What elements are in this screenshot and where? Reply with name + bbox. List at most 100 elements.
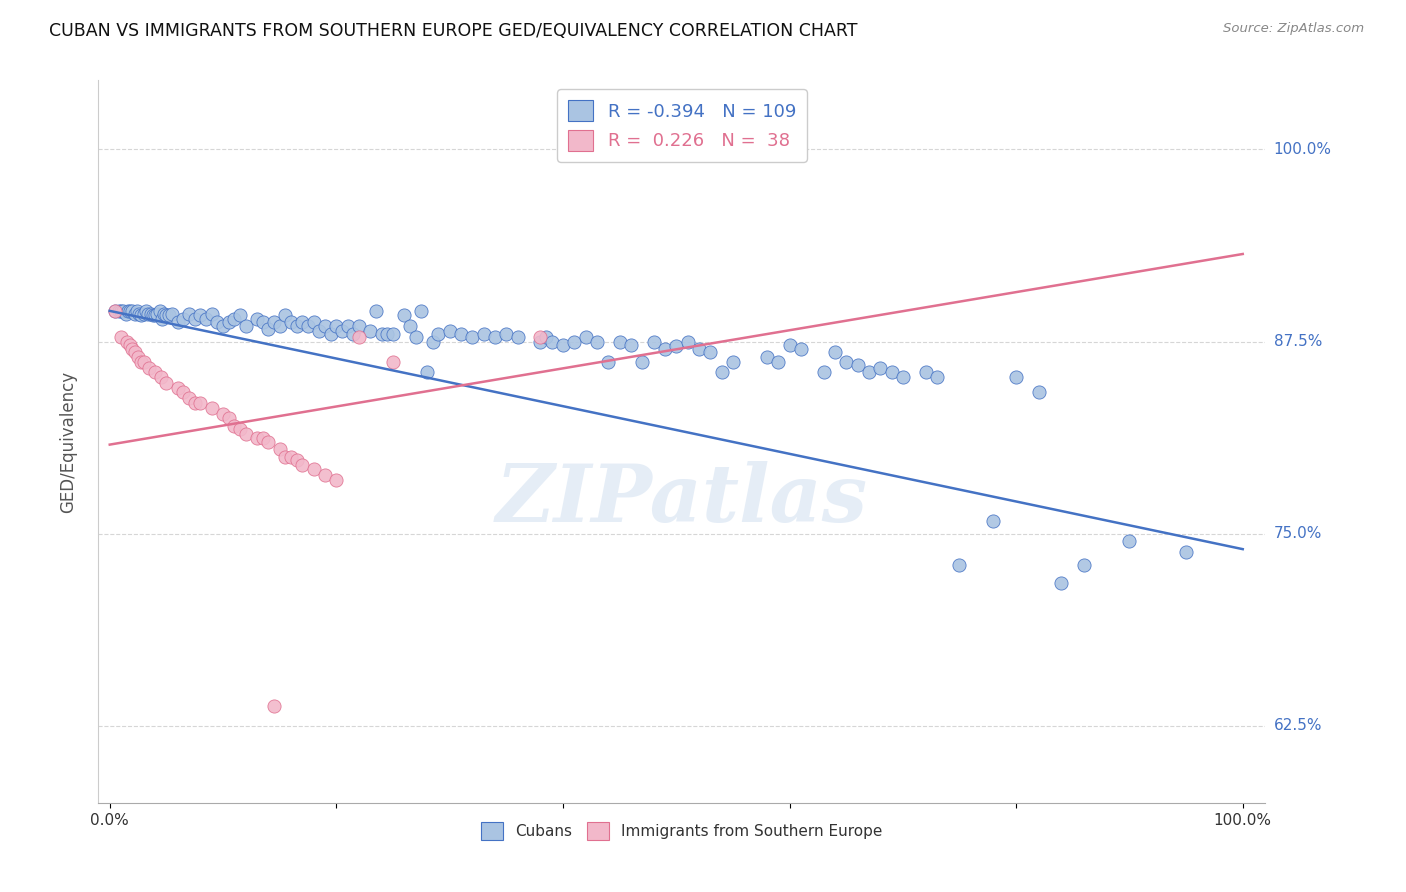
Point bbox=[948, 558, 970, 572]
Point bbox=[643, 334, 665, 349]
Point bbox=[150, 311, 173, 326]
Point bbox=[280, 450, 302, 464]
Y-axis label: GED/Equivalency: GED/Equivalency bbox=[59, 370, 77, 513]
Point bbox=[529, 334, 551, 349]
Point bbox=[177, 307, 200, 321]
Point bbox=[721, 354, 744, 368]
Point bbox=[257, 434, 280, 449]
Point bbox=[104, 304, 127, 318]
Point bbox=[1073, 558, 1095, 572]
Point bbox=[143, 309, 166, 323]
Point bbox=[699, 345, 721, 359]
Point bbox=[472, 326, 495, 341]
Point bbox=[285, 319, 308, 334]
Point bbox=[779, 337, 801, 351]
Point bbox=[212, 407, 235, 421]
Point bbox=[131, 354, 153, 368]
Point bbox=[1005, 370, 1028, 384]
Text: 75.0%: 75.0% bbox=[1274, 526, 1322, 541]
Point bbox=[246, 311, 269, 326]
Point bbox=[370, 326, 392, 341]
Point bbox=[540, 334, 562, 349]
Point bbox=[224, 311, 246, 326]
Text: 62.5%: 62.5% bbox=[1274, 718, 1322, 733]
Point bbox=[149, 370, 172, 384]
Point bbox=[274, 450, 297, 464]
Point bbox=[914, 365, 936, 379]
Point bbox=[484, 330, 506, 344]
Point bbox=[330, 324, 353, 338]
Point bbox=[127, 350, 149, 364]
Point bbox=[336, 319, 359, 334]
Point bbox=[654, 343, 676, 357]
Point bbox=[235, 426, 257, 441]
Point bbox=[291, 315, 314, 329]
Point bbox=[131, 309, 153, 323]
Point bbox=[755, 350, 778, 364]
Point bbox=[1050, 576, 1073, 591]
Legend: Cubans, Immigrants from Southern Europe: Cubans, Immigrants from Southern Europe bbox=[475, 816, 889, 846]
Point bbox=[269, 442, 291, 457]
Point bbox=[598, 354, 620, 368]
Point bbox=[218, 315, 240, 329]
Point bbox=[551, 337, 574, 351]
Point bbox=[280, 315, 302, 329]
Text: Source: ZipAtlas.com: Source: ZipAtlas.com bbox=[1223, 22, 1364, 36]
Point bbox=[891, 370, 914, 384]
Point bbox=[394, 309, 416, 323]
Point bbox=[120, 304, 142, 318]
Point bbox=[1028, 385, 1050, 400]
Point bbox=[688, 343, 710, 357]
Point bbox=[252, 432, 274, 446]
Point bbox=[285, 453, 308, 467]
Point bbox=[534, 330, 557, 344]
Point bbox=[308, 324, 330, 338]
Point bbox=[229, 309, 252, 323]
Point bbox=[835, 354, 858, 368]
Point bbox=[665, 339, 688, 353]
Point bbox=[138, 360, 160, 375]
Point bbox=[359, 324, 381, 338]
Point bbox=[207, 315, 229, 329]
Point bbox=[631, 354, 654, 368]
Point bbox=[291, 458, 314, 472]
Point bbox=[325, 319, 347, 334]
Point bbox=[172, 311, 194, 326]
Point bbox=[172, 385, 194, 400]
Point bbox=[115, 334, 138, 349]
Point bbox=[676, 334, 699, 349]
Point bbox=[858, 365, 880, 379]
Point bbox=[201, 401, 224, 415]
Point bbox=[347, 330, 370, 344]
Point bbox=[1118, 534, 1140, 549]
Point bbox=[183, 311, 205, 326]
Point bbox=[117, 304, 139, 318]
Point bbox=[120, 337, 142, 351]
Point bbox=[153, 307, 176, 321]
Point bbox=[121, 343, 143, 357]
Point bbox=[124, 307, 146, 321]
Point bbox=[142, 309, 165, 323]
Point bbox=[104, 304, 127, 318]
Point bbox=[609, 334, 631, 349]
Point bbox=[342, 326, 364, 341]
Point bbox=[846, 358, 869, 372]
Point bbox=[302, 462, 325, 476]
Point bbox=[190, 396, 212, 410]
Point bbox=[125, 304, 148, 318]
Point bbox=[149, 304, 172, 318]
Point bbox=[1175, 545, 1198, 559]
Point bbox=[710, 365, 733, 379]
Point bbox=[139, 307, 162, 321]
Point bbox=[121, 304, 143, 318]
Point bbox=[297, 319, 319, 334]
Point bbox=[427, 326, 450, 341]
Point bbox=[416, 365, 439, 379]
Point bbox=[224, 419, 246, 434]
Point bbox=[110, 330, 132, 344]
Point bbox=[790, 343, 813, 357]
Point bbox=[925, 370, 948, 384]
Point bbox=[183, 396, 205, 410]
Point bbox=[495, 326, 517, 341]
Point bbox=[620, 337, 643, 351]
